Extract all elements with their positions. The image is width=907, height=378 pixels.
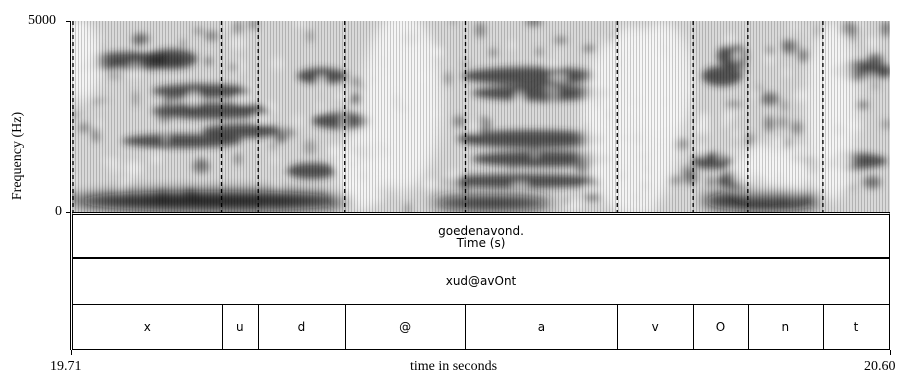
segment-label: d [297, 320, 306, 334]
y-axis-tick-top [66, 21, 71, 22]
segment-boundary [258, 305, 260, 349]
phrase-tier: xud@avOnt [72, 257, 890, 306]
segment-label: @ [399, 320, 412, 334]
segment-boundary [747, 305, 749, 349]
y-axis-title: Frequency (Hz) [10, 111, 25, 201]
segment-label: O [715, 320, 726, 334]
x-axis-tick-right [890, 350, 891, 355]
spectrogram [72, 21, 890, 212]
y-axis-top-label: 5000 [28, 13, 56, 28]
x-axis-start-label: 19.71 [50, 359, 82, 374]
spectrogram-image [72, 21, 890, 212]
y-axis-bottom-label: 0 [55, 204, 62, 219]
segment-label: x [143, 320, 151, 334]
segment-label: u [236, 320, 244, 334]
x-axis-tick-left [71, 350, 72, 355]
time-axis-title: Time (s) [456, 236, 506, 250]
y-axis-line [70, 21, 71, 350]
segment-label: n [781, 320, 790, 334]
segment-boundary [822, 305, 824, 349]
word-tier-text: goedenavond. [438, 224, 524, 238]
segment-boundary [617, 305, 619, 349]
segment-boundary [465, 305, 467, 349]
phrase-tier-text: xud@avOnt [445, 274, 517, 288]
segment-boundary [693, 305, 695, 349]
x-axis-end-label: 20.60 [864, 359, 896, 374]
segment-label: t [853, 320, 859, 334]
segment-boundary [221, 305, 223, 349]
segment-label: a [537, 320, 546, 334]
segment-label: v [651, 320, 659, 334]
segment-boundary [344, 305, 346, 349]
word-tier: goedenavond. Time (s) [72, 212, 890, 258]
x-axis-title: time in seconds [409, 359, 498, 374]
y-axis-tick-bottom [66, 212, 71, 213]
